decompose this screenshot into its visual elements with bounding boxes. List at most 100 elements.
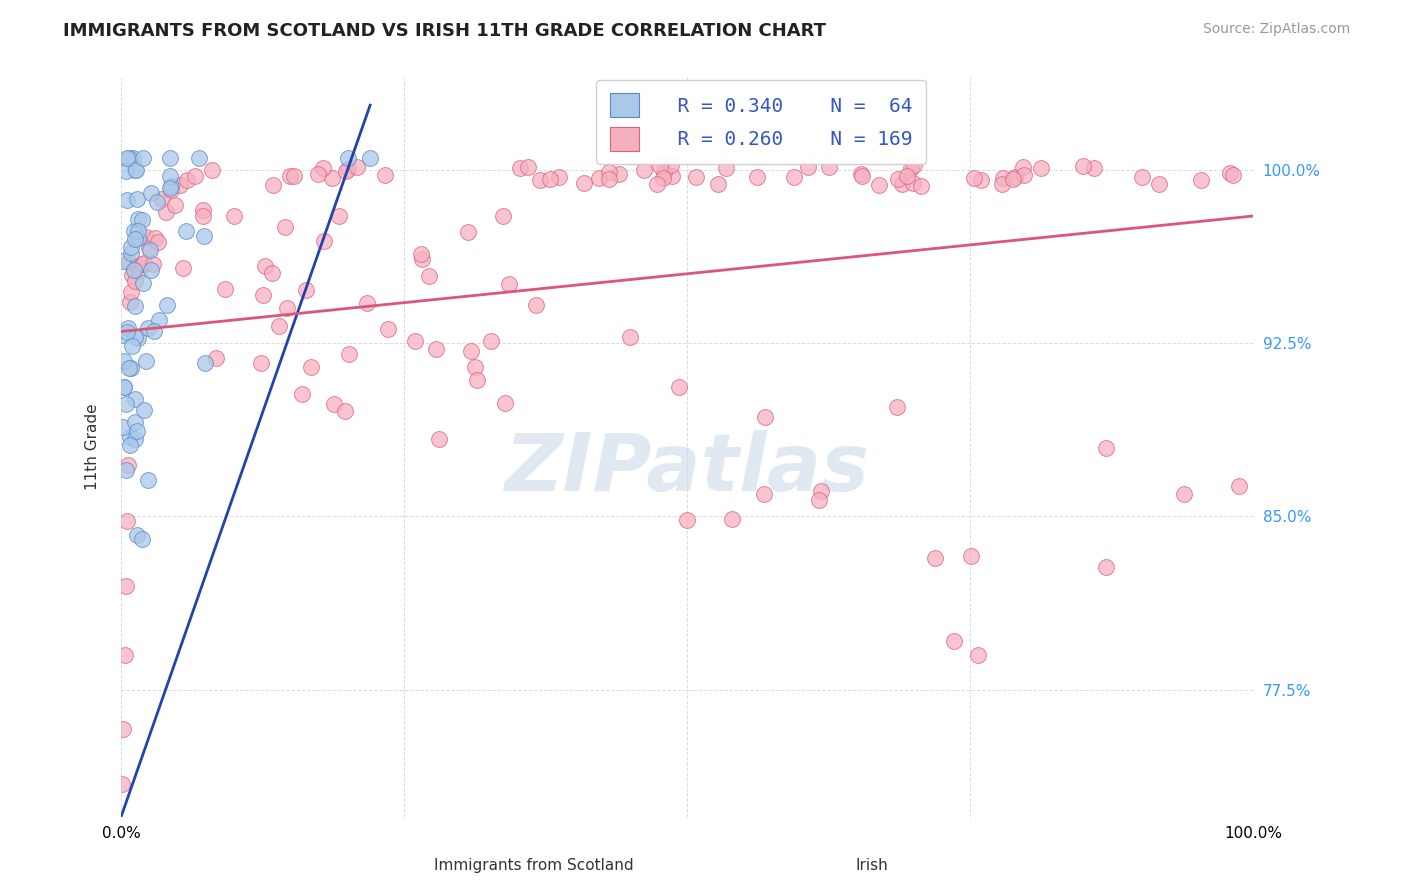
Point [155,205,177,219]
Point [924,551,946,566]
Text: Irish: Irish [855,858,889,872]
Point [291,387,314,401]
Y-axis label: 11th Grade: 11th Grade [86,404,100,491]
Point [1147,177,1170,191]
Point [607,167,630,181]
Point [598,165,620,179]
Point [115,326,138,340]
Point [960,549,983,563]
Point [868,178,890,193]
Point [159,169,181,184]
Point [201,162,224,177]
Point [377,322,399,336]
Point [333,404,356,418]
Point [588,170,610,185]
Point [967,648,990,662]
Point [721,511,744,525]
Point [250,356,273,370]
Point [176,173,198,187]
Point [117,458,139,473]
Text: IMMIGRANTS FROM SCOTLAND VS IRISH 11TH GRADE CORRELATION CHART: IMMIGRANTS FROM SCOTLAND VS IRISH 11TH G… [63,22,827,40]
Point [124,416,146,430]
Point [114,463,136,477]
Point [337,161,360,176]
Point [404,334,426,349]
Point [118,254,141,268]
Point [659,159,682,173]
Point [807,492,830,507]
Point [633,162,655,177]
Point [851,167,873,181]
Point [146,194,169,209]
Point [174,224,197,238]
Point [524,298,547,312]
Point [963,170,986,185]
Point [117,320,139,334]
Point [529,173,551,187]
Point [115,151,138,165]
Point [138,243,160,257]
Point [112,722,135,736]
Point [817,161,839,175]
Point [427,433,450,447]
Point [121,268,143,283]
Point [970,172,993,186]
Point [901,177,924,191]
Point [283,169,305,184]
Point [125,528,148,542]
Point [1130,170,1153,185]
Point [115,514,138,528]
Point [409,246,432,260]
Point [112,354,135,368]
Point [260,266,283,280]
Point [1012,168,1035,182]
Point [321,171,343,186]
Point [668,380,690,394]
Point [654,165,676,179]
Point [910,178,932,193]
Point [1173,487,1195,501]
Point [991,171,1014,186]
Point [143,324,166,338]
Point [1001,172,1024,186]
Point [810,484,832,499]
Point [120,295,142,310]
Point [111,254,134,268]
Point [124,299,146,313]
Point [124,432,146,446]
Point [752,487,775,501]
Point [418,268,440,283]
Point [262,178,284,193]
Point [118,361,141,376]
Point [114,163,136,178]
Point [896,169,918,183]
Point [124,262,146,277]
Point [124,274,146,288]
Point [122,151,145,165]
Point [943,633,966,648]
Point [135,230,157,244]
Point [120,438,142,452]
Text: Source: ZipAtlas.com: Source: ZipAtlas.com [1202,22,1350,37]
Point [214,282,236,296]
Point [112,380,135,394]
Point [127,331,149,345]
Point [645,178,668,192]
Point [132,276,155,290]
Point [676,513,699,527]
Point [121,339,143,353]
Point [120,360,142,375]
Point [115,193,138,207]
Point [494,396,516,410]
Point [661,169,683,184]
Point [111,327,134,342]
Point [1094,442,1116,456]
Point [187,151,209,165]
Point [464,359,486,374]
Point [131,151,153,165]
Point [124,232,146,246]
Point [118,429,141,443]
Point [222,209,245,223]
Point [150,192,173,206]
Point [111,777,134,791]
